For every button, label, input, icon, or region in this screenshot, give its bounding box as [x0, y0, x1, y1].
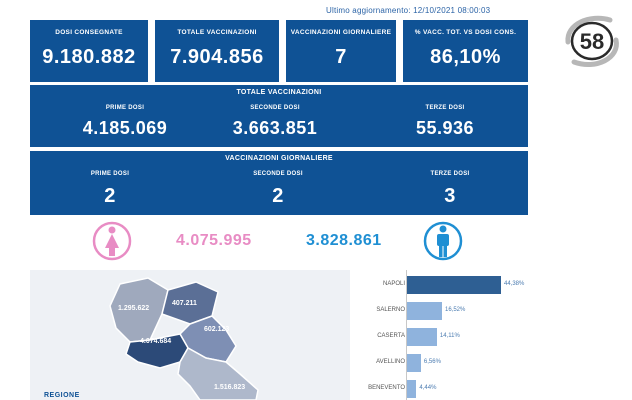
bar-axis: [406, 270, 407, 400]
map-label-avellino: 602.123: [204, 326, 230, 333]
card-value: 7: [335, 46, 347, 68]
daily-terze-col: TERZE DOSI 3: [400, 171, 500, 208]
bar-row-avellino: AVELLINO 6,56%: [355, 354, 555, 372]
bar-row-napoli: NAPOLI 44,38%: [355, 276, 555, 294]
terze-dosi-col: TERZE DOSI 55.936: [385, 105, 505, 139]
male-icon: [423, 221, 463, 261]
card-label: % VACC. TOT. vs DOSI CONS.: [414, 29, 517, 36]
seconde-dosi-label: SECONDE DOSI: [250, 105, 300, 111]
map-label-benevento: 407.211: [172, 300, 197, 307]
bar-label: NAPOLI: [382, 281, 405, 287]
daily-prime-col: PRIME DOSI 2: [60, 171, 160, 208]
map-label-napoli: 4.074.684: [140, 338, 172, 345]
prime-dosi-col: PRIME DOSI 4.185.069: [60, 105, 190, 139]
card-totale-vaccinazioni: TOTALE VACCINAZIONI 7.904.856: [155, 20, 279, 82]
bar-fill: [407, 302, 442, 320]
vaccinazioni-giornaliere-panel: VACCINAZIONI GIORNALIERE PRIME DOSI 2 SE…: [30, 151, 528, 215]
seconde-dosi-col: SECONDE DOSI 3.663.851: [210, 105, 340, 139]
daily-seconde-value: 2: [272, 185, 284, 207]
daily-terze-value: 3: [444, 185, 456, 207]
bar-fill: [407, 354, 421, 372]
female-icon: [92, 221, 132, 261]
female-vaccinated-value: 4.075.995: [176, 232, 252, 249]
card-label: DOSI CONSEGNATE: [55, 29, 123, 36]
bar-value-label: 14,11%: [439, 333, 460, 339]
prime-dosi-value: 4.185.069: [82, 118, 168, 138]
daily-prime-value: 2: [104, 185, 116, 207]
bar-label: BENEVENTO: [368, 385, 405, 391]
bar-fill: [407, 328, 437, 346]
card-label: TOTALE VACCINAZIONI: [177, 29, 257, 36]
prime-dosi-label: PRIME DOSI: [105, 105, 145, 111]
map-label-salerno: 1.516.823: [214, 384, 246, 391]
totale-vaccinazioni-panel: TOTALE VACCINAZIONI PRIME DOSI 4.185.069…: [30, 85, 528, 147]
bar-row-caserta: CASERTA 14,11%: [355, 328, 555, 346]
card-label: VACCINAZIONI GIORNALIERE: [290, 29, 392, 36]
card-value: 86,10%: [430, 46, 501, 68]
card-value: 7.904.856: [170, 46, 264, 68]
bar-row-salerno: SALERNO 16,52%: [355, 302, 555, 320]
bar-fill: [407, 276, 501, 294]
seconde-dosi-value: 3.663.851: [232, 118, 318, 138]
bar-label: CASERTA: [377, 333, 405, 339]
map-label-caserta: 1.295.622: [118, 305, 150, 312]
card-value: 9.180.882: [42, 46, 136, 68]
bar-fill: [407, 380, 417, 398]
card-vaccinazioni-giornaliere: VACCINAZIONI GIORNALIERE 7: [286, 20, 396, 82]
bar-label: AVELLINO: [376, 359, 405, 365]
bar-value-label: 44,38%: [504, 281, 525, 287]
logo-text: 58: [580, 29, 604, 54]
card-dosi-consegnate: DOSI CONSEGNATE 9.180.882: [30, 20, 148, 82]
province-bar-chart: NAPOLI 44,38% SALERNO 16,52% CASERTA 14,11% AV…: [355, 270, 555, 400]
card-percentuale: % VACC. TOT. vs DOSI CONS. 86,10%: [403, 20, 528, 82]
campania-map: 1.295.622 407.211 602.123 4.074.684 1.51…: [30, 270, 350, 400]
terze-dosi-label: TERZE DOSI: [425, 105, 465, 111]
male-vaccinated-value: 3.828.861: [306, 232, 382, 249]
last-update-text: Ultimo aggiornamento: 12/10/2021 08:00:0…: [326, 6, 491, 15]
daily-prime-label: PRIME DOSI: [90, 171, 130, 177]
bar-value-label: 4,44%: [419, 385, 437, 391]
bar-value-label: 16,52%: [444, 307, 466, 313]
daily-seconde-col: SECONDE DOSI 2: [228, 171, 328, 208]
daily-terze-label: TERZE DOSI: [430, 171, 470, 177]
region-salerno: [177, 346, 259, 400]
bar-label: SALERNO: [376, 307, 405, 313]
panel-title: VACCINAZIONI GIORNALIERE: [225, 155, 333, 162]
channel-58-logo: 58: [565, 15, 619, 68]
panel-title: TOTALE VACCINAZIONI: [236, 89, 322, 96]
daily-seconde-label: SECONDE DOSI: [253, 171, 303, 177]
terze-dosi-value: 55.936: [415, 118, 475, 138]
bar-row-benevento: BENEVENTO 4,44%: [355, 380, 555, 398]
region-logo-text: REGIONE: [44, 392, 80, 399]
bar-value-label: 6,56%: [423, 359, 441, 365]
